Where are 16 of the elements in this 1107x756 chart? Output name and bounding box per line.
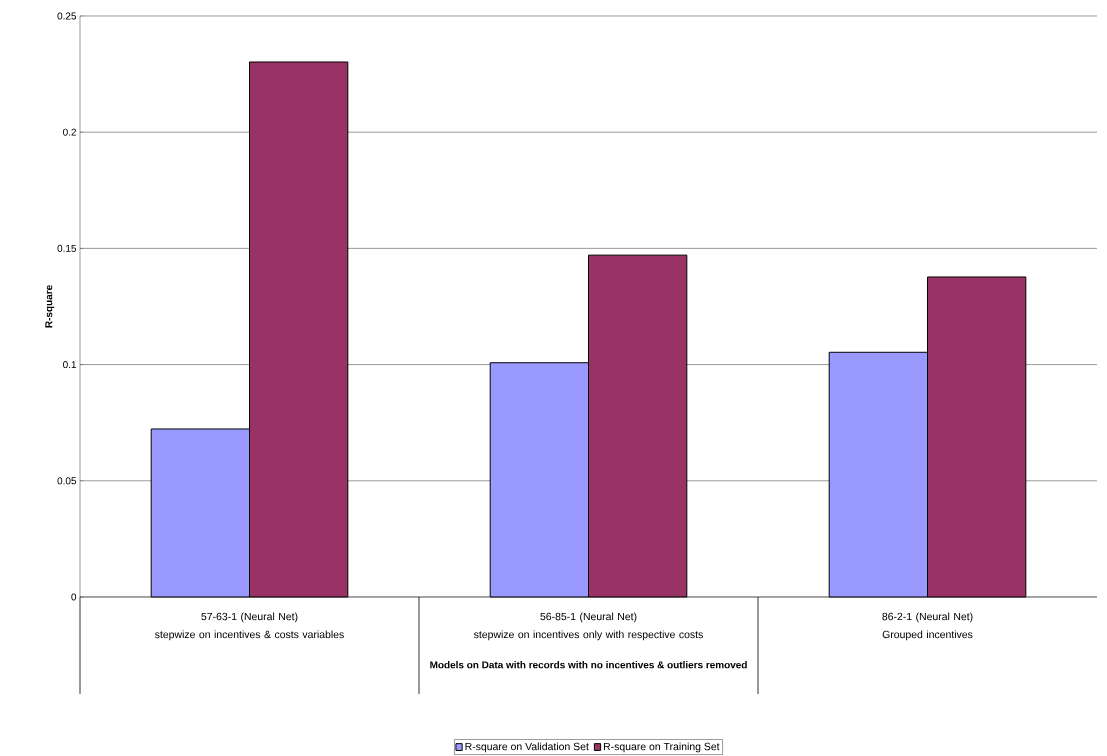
- x-tick-label: 56-85-1 (Neural Net): [540, 612, 637, 623]
- y-tick-label: 0.15: [57, 244, 77, 252]
- text: stepwize on incentives only with respective costs: [473, 630, 703, 641]
- x-tick-label: 86-2-1 (Neural Net): [882, 612, 973, 623]
- y-tick-label: 0.05: [57, 477, 77, 485]
- y-axis-title: R-square: [45, 285, 55, 328]
- x-axis-title: Models on Data with records with no incentives & outliers removed: [430, 661, 747, 669]
- legend-label: R-square on Validation Set: [465, 742, 589, 753]
- y-tick-label: 0: [71, 593, 77, 601]
- text: stepwize on incentives & costs variables: [155, 630, 344, 641]
- y-tick-label: 0.1: [63, 361, 77, 369]
- y-tick-label: 0.2: [63, 128, 76, 136]
- legend-label: R-square on Training Set: [603, 742, 720, 753]
- text: Grouped incentives: [882, 630, 973, 641]
- x-tick-label: 57-63-1 (Neural Net): [201, 612, 298, 623]
- y-tick-label: 0.25: [57, 12, 77, 20]
